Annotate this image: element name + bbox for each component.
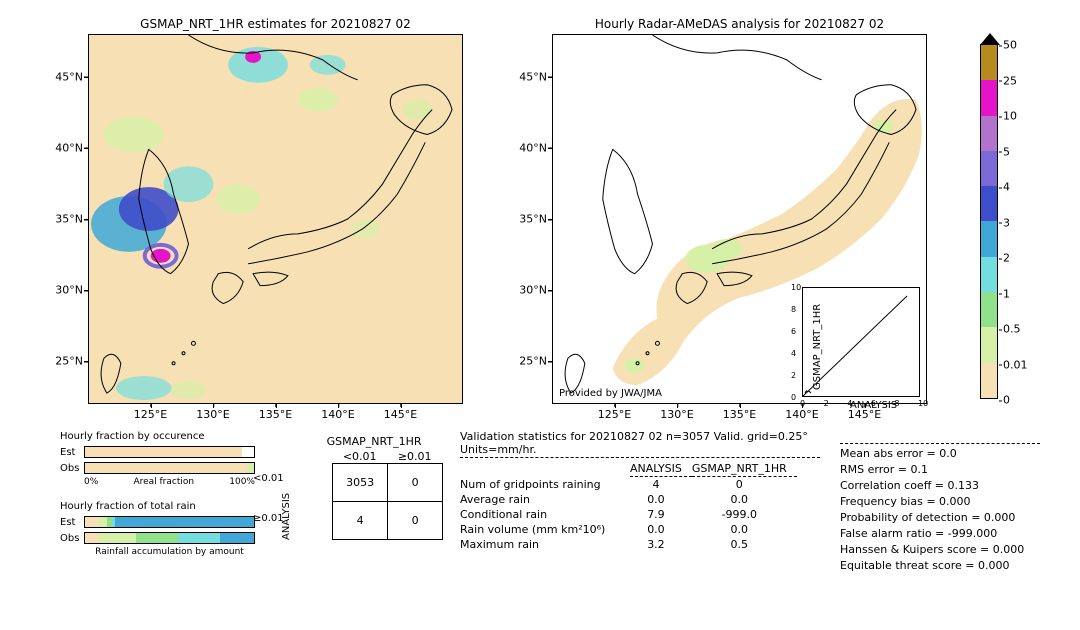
- lat-tick: 30°N: [48, 284, 83, 297]
- colorbar-segment: [981, 257, 997, 292]
- lat-tick: 40°N: [48, 141, 83, 154]
- stat-line: Hanssen & Kuipers score = 0.000: [840, 542, 1024, 558]
- ct-row0: <0.01: [253, 473, 284, 484]
- fraction-totalrain: Hourly fraction of total rain Est Obs Ra…: [60, 515, 255, 557]
- tot-est-bar: [84, 516, 255, 528]
- colorbar-segment: [981, 327, 997, 362]
- right-map-title: Hourly Radar-AMeDAS analysis for 2021082…: [553, 17, 926, 31]
- lat-tick: 40°N: [512, 141, 547, 154]
- colorbar-tick: 0: [1003, 394, 1010, 407]
- stat-line: RMS error = 0.1: [840, 462, 1024, 478]
- row-label: Est: [60, 447, 84, 458]
- colorbar-segment: [981, 363, 997, 398]
- stats-header: Validation statistics for 20210827 02 n=…: [460, 430, 820, 456]
- colorbar-segment: [981, 221, 997, 256]
- occ-est-bar: [84, 446, 255, 458]
- colorbar-tick: 10: [1003, 110, 1017, 123]
- colorbar-tick: 4: [1003, 181, 1010, 194]
- left-map-title: GSMAP_NRT_1HR estimates for 20210827 02: [89, 17, 462, 31]
- lat-tick: 25°N: [48, 355, 83, 368]
- lat-tick: 45°N: [512, 70, 547, 83]
- colorbar-segment: [981, 186, 997, 221]
- ct-row1: ≥0.01: [253, 513, 284, 524]
- colorbar-segment: [981, 45, 997, 80]
- lat-tick: 35°N: [48, 213, 83, 226]
- colorbar-arrow-icon: [980, 33, 1000, 45]
- stat-line: Equitable threat score = 0.000: [840, 558, 1024, 574]
- stat-line: Probability of detection = 0.000: [840, 510, 1024, 526]
- stat-line: Mean abs error = 0.0: [840, 446, 1024, 462]
- fraction-occ-title: Hourly fraction by occurence: [60, 431, 204, 442]
- ct-row-header: ANALYSIS: [281, 493, 371, 540]
- attribution-text: Provided by JWA/JMA: [559, 388, 662, 399]
- scatter-ylabel: GSMAP_NRT_1HR: [812, 304, 823, 390]
- colorbar-segment: [981, 116, 997, 151]
- colorbar-tick: 3: [1003, 216, 1010, 229]
- lat-tick: 30°N: [512, 284, 547, 297]
- colorbar: 502510543210.50.010: [980, 44, 998, 399]
- dash-line-right: [840, 443, 1040, 444]
- row-label: Est: [60, 517, 84, 528]
- stats-right: Mean abs error = 0.0RMS error = 0.1Corre…: [840, 446, 1024, 574]
- colorbar-tick: 2: [1003, 252, 1010, 265]
- dash-line: [460, 457, 820, 458]
- row-label: Obs: [60, 463, 84, 474]
- colorbar-segment: [981, 80, 997, 115]
- left-map-panel: GSMAP_NRT_1HR estimates for 20210827 02: [88, 34, 463, 404]
- tot-obs-bar: [84, 532, 255, 544]
- lat-tick: 25°N: [512, 355, 547, 368]
- ct-col-header: GSMAP_NRT_1HR: [305, 435, 443, 448]
- colorbar-tick: 1: [1003, 287, 1010, 300]
- colorbar-tick: 0.01: [1003, 358, 1028, 371]
- colorbar-tick: 5: [1003, 145, 1010, 158]
- ct-col1: ≥0.01: [387, 450, 442, 463]
- contingency-table: GSMAP_NRT_1HR ANALYSIS <0.01 ≥0.01 30530…: [285, 435, 443, 540]
- validation-stats: Validation statistics for 20210827 02 n=…: [460, 430, 820, 552]
- occ-obs-bar: [84, 462, 255, 474]
- ct-col0: <0.01: [332, 450, 387, 463]
- colorbar-segment: [981, 151, 997, 186]
- row-label: Obs: [60, 533, 84, 544]
- stats-table: ANALYSISGSMAP_NRT_1HRNum of gridpoints r…: [460, 461, 797, 552]
- occ-axis: 0% Areal fraction 100%: [60, 477, 255, 487]
- stat-line: Correlation coeff = 0.133: [840, 478, 1024, 494]
- stat-line: False alarm ratio = -999.000: [840, 526, 1024, 542]
- colorbar-tick: 0.5: [1003, 323, 1021, 336]
- colorbar-tick: 50: [1003, 39, 1017, 52]
- fraction-occurrence: Hourly fraction by occurence Est Obs 0% …: [60, 445, 255, 487]
- fraction-total-title: Hourly fraction of total rain: [60, 501, 196, 512]
- colorbar-tick: 25: [1003, 74, 1017, 87]
- right-map-panel: Hourly Radar-AMeDAS analysis for 2021082…: [552, 34, 927, 404]
- left-map-svg: [89, 35, 462, 403]
- tot-footer: Rainfall accumulation by amount: [60, 547, 255, 557]
- stat-line: Frequency bias = 0.000: [840, 494, 1024, 510]
- colorbar-segment: [981, 292, 997, 327]
- lat-tick: 35°N: [512, 213, 547, 226]
- lat-tick: 45°N: [48, 70, 83, 83]
